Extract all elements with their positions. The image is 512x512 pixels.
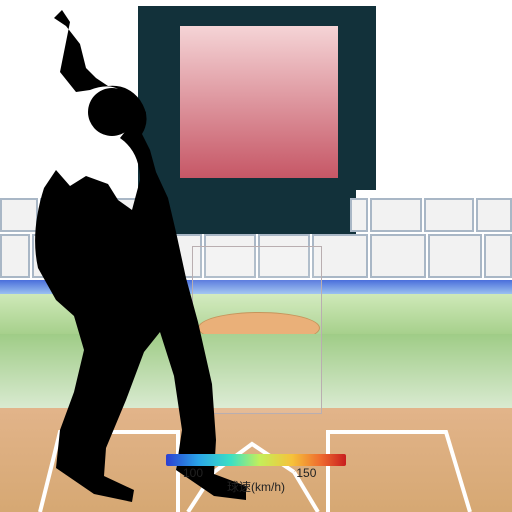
velocity-legend: 100 150 球速(km/h) (166, 454, 346, 495)
velocity-tick-100: 100 (183, 466, 203, 480)
velocity-tick-150: 150 (296, 466, 316, 480)
velocity-colorbar (166, 454, 346, 466)
batter-silhouette (0, 0, 512, 512)
pitch-chart-stage: 100 150 球速(km/h) (0, 0, 512, 512)
velocity-axis-label: 球速(km/h) (166, 478, 346, 495)
